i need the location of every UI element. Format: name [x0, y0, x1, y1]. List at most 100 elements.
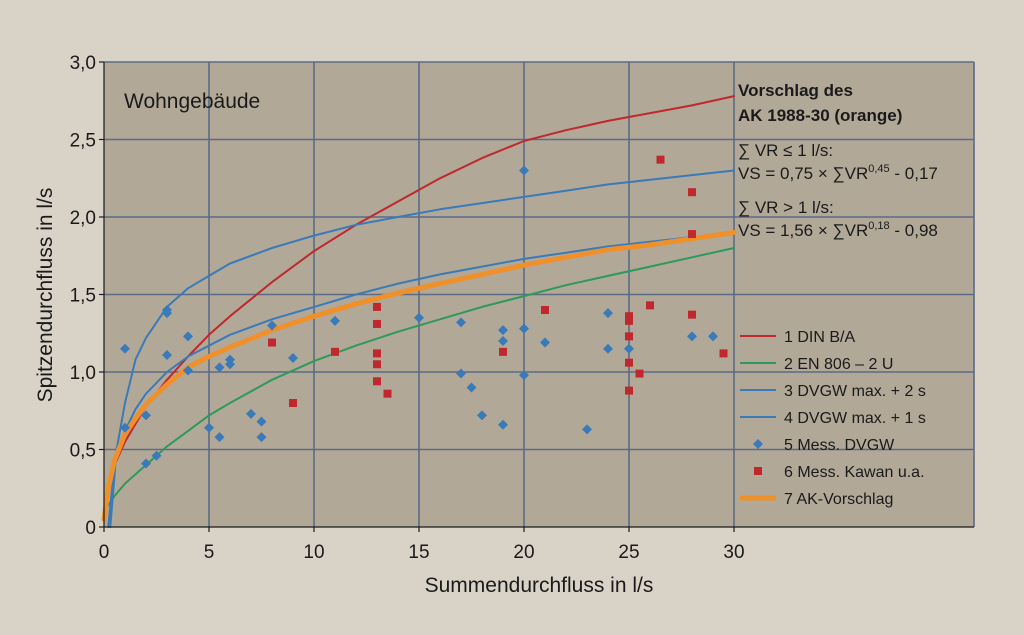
point-5-mess-dvgw	[246, 408, 256, 419]
legend: 1 DIN B/A 2 EN 806 – 2 U 3 DVGW max. + 2 s…	[740, 329, 926, 508]
legend-item-5-mess-dvgw: 5 Mess. DVGW	[753, 437, 895, 454]
point-5-mess-dvgw	[456, 368, 466, 379]
point-5-mess-dvgw	[498, 336, 508, 346]
series-line-3-dvgw-max-2-s	[109, 169, 735, 528]
point-5-mess-dvgw	[120, 343, 130, 354]
point-6-mess-kawan-u-a	[625, 312, 633, 321]
point-6-mess-kawan-u-a	[268, 338, 276, 347]
point-6-mess-kawan-u-a	[688, 230, 696, 239]
proposal-title-line2: AK 1988-30 (orange)	[738, 106, 902, 125]
legend-label: 4 DVGW max. + 1 s	[784, 410, 926, 427]
point-5-mess-dvgw	[477, 410, 487, 421]
y-tick-label: 2,5	[70, 131, 96, 152]
x-axis-title: Summendurchfluss in l/s	[425, 574, 654, 597]
series-points	[120, 155, 728, 469]
legend-swatch	[753, 439, 763, 449]
point-6-mess-kawan-u-a	[373, 360, 381, 369]
point-6-mess-kawan-u-a	[373, 377, 381, 386]
point-5-mess-dvgw	[120, 422, 130, 433]
formula-1-exponent: 0,45	[868, 163, 889, 175]
point-5-mess-dvgw	[624, 343, 634, 354]
point-5-mess-dvgw	[256, 432, 267, 443]
point-5-mess-dvgw	[582, 424, 592, 435]
point-6-mess-kawan-u-a	[625, 386, 633, 395]
formula-2-pre: VS = 1,56 × ∑VR	[738, 221, 868, 240]
point-5-mess-dvgw	[498, 419, 508, 430]
point-5-mess-dvgw	[214, 432, 225, 443]
point-5-mess-dvgw	[151, 450, 162, 461]
series-line-4-dvgw-max-1-s	[107, 233, 735, 528]
point-5-mess-dvgw	[414, 312, 424, 323]
formula-1-post: - 0,17	[890, 164, 938, 183]
point-6-mess-kawan-u-a	[688, 310, 696, 319]
legend-item-4-dvgw-max-1-s: 4 DVGW max. + 1 s	[740, 410, 926, 427]
proposal-formula-1: VS = 0,75 × ∑VR0,45 - 0,17	[738, 163, 938, 183]
legend-label: 1 DIN B/A	[784, 329, 855, 346]
proposal-annotation: Vorschlag des AK 1988-30 (orange) ∑ VR ≤…	[738, 81, 938, 240]
formula-2-exponent: 0,18	[868, 220, 889, 232]
point-6-mess-kawan-u-a	[541, 306, 549, 314]
x-tick-label: 30	[723, 542, 744, 563]
x-tick-label: 10	[303, 542, 324, 563]
series-line-7-ak-vorschlag	[101, 230, 737, 522]
point-6-mess-kawan-u-a	[625, 332, 633, 341]
point-6-mess-kawan-u-a	[373, 319, 381, 328]
point-5-mess-dvgw	[456, 317, 466, 328]
point-5-mess-dvgw	[214, 362, 225, 373]
point-6-mess-kawan-u-a	[373, 302, 381, 311]
point-5-mess-dvgw	[519, 323, 529, 334]
formula-1-pre: VS = 0,75 × ∑VR	[738, 164, 868, 183]
proposal-title-line1: Vorschlag des	[738, 81, 853, 100]
x-tick-label: 5	[204, 542, 215, 563]
legend-item-3-dvgw-max-2-s: 3 DVGW max. + 2 s	[740, 383, 926, 400]
point-5-mess-dvgw	[519, 165, 529, 176]
y-tick-label: 2,0	[70, 208, 96, 229]
x-tick-label: 15	[408, 542, 429, 563]
point-6-mess-kawan-u-a	[383, 389, 392, 398]
point-5-mess-dvgw	[256, 416, 267, 427]
x-tick-label: 20	[513, 542, 534, 563]
y-tick-label: 1,5	[70, 286, 96, 307]
point-5-mess-dvgw	[540, 337, 550, 348]
point-5-mess-dvgw	[162, 349, 172, 360]
point-5-mess-dvgw	[183, 331, 193, 342]
legend-label: 3 DVGW max. + 2 s	[784, 383, 926, 400]
proposal-condition-1: ∑ VR ≤ 1 l/s:	[738, 141, 833, 160]
y-tick-label: 3,0	[70, 53, 96, 74]
series-lines	[101, 95, 737, 528]
x-tick-label: 25	[618, 542, 639, 563]
point-5-mess-dvgw	[162, 308, 172, 319]
point-5-mess-dvgw	[141, 410, 151, 421]
legend-label: 7 AK-Vorschlag	[784, 491, 893, 508]
y-tick-label: 1,0	[70, 363, 96, 384]
legend-label: 5 Mess. DVGW	[784, 437, 895, 454]
proposal-formula-2: VS = 1,56 × ∑VR0,18 - 0,98	[738, 220, 938, 240]
y-tick-labels: 0 0,5 1,0 1,5 2,0 2,5 3,0	[70, 53, 104, 539]
point-5-mess-dvgw	[603, 308, 613, 319]
point-5-mess-dvgw	[708, 331, 718, 342]
grid	[104, 61, 975, 527]
y-tick-label: 0,5	[70, 441, 96, 462]
point-6-mess-kawan-u-a	[331, 347, 339, 356]
point-5-mess-dvgw	[225, 359, 235, 370]
point-6-mess-kawan-u-a	[625, 358, 633, 367]
legend-swatch	[754, 467, 762, 475]
x-tick-label: 0	[99, 542, 110, 563]
formula-2-post: - 0,98	[890, 221, 938, 240]
point-6-mess-kawan-u-a	[656, 155, 665, 164]
legend-item-7-ak-vorschlag: 7 AK-Vorschlag	[740, 491, 893, 508]
point-5-mess-dvgw	[288, 353, 298, 364]
point-6-mess-kawan-u-a	[499, 347, 507, 356]
point-5-mess-dvgw	[204, 422, 214, 433]
point-6-mess-kawan-u-a	[289, 399, 297, 407]
point-5-mess-dvgw	[687, 331, 697, 342]
y-tick-label: 0	[85, 518, 96, 539]
point-5-mess-dvgw	[466, 382, 477, 393]
point-6-mess-kawan-u-a	[719, 349, 728, 358]
y-axis-title: Spitzendurchfluss in l/s	[34, 188, 57, 403]
point-6-mess-kawan-u-a	[635, 369, 644, 378]
point-5-mess-dvgw	[141, 458, 151, 469]
point-6-mess-kawan-u-a	[646, 301, 654, 310]
point-5-mess-dvgw	[603, 343, 613, 354]
